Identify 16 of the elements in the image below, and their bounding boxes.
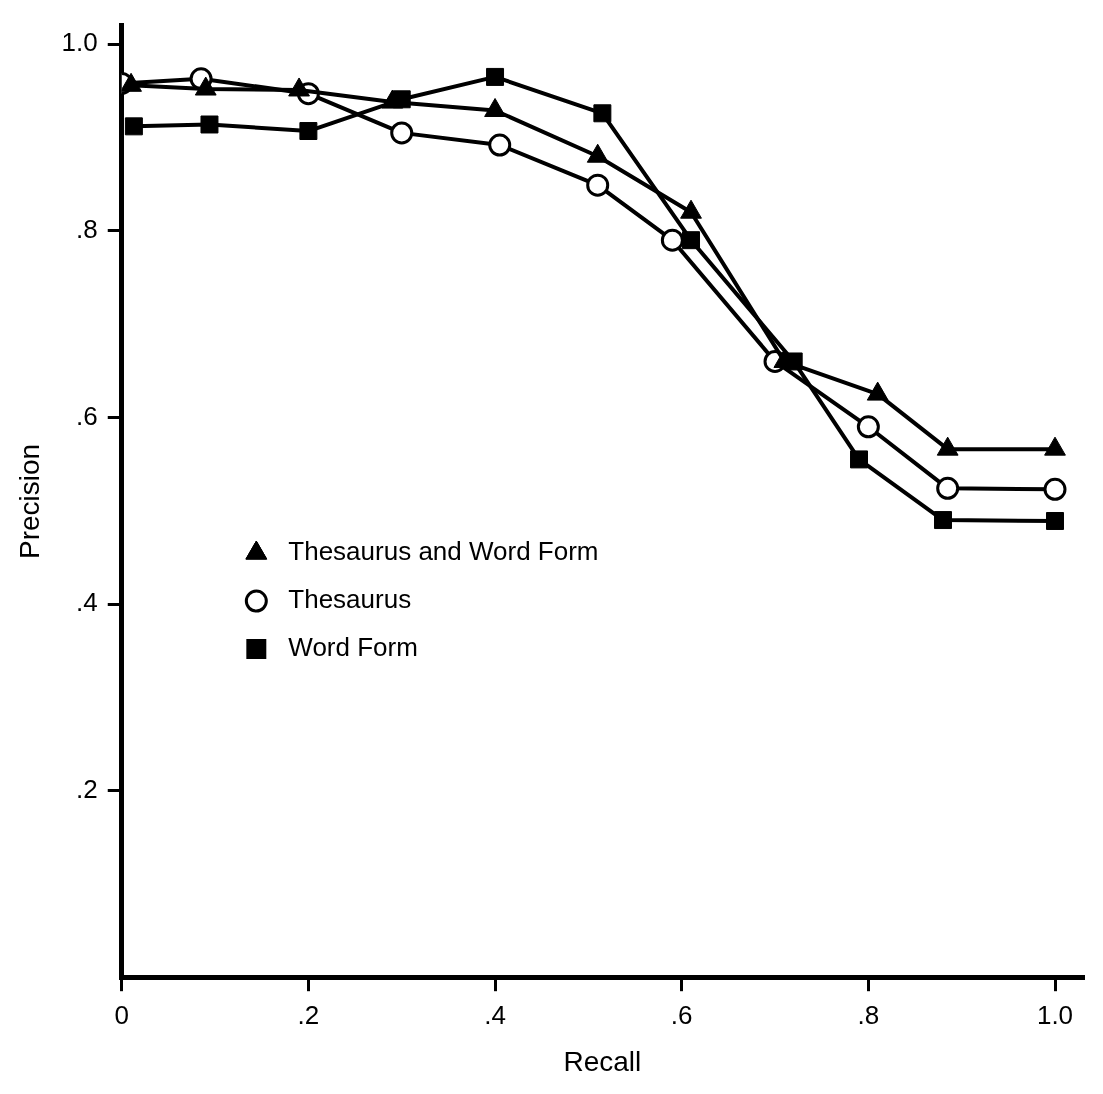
y-tick-label: .4 (76, 587, 98, 618)
x-tick-label: 1.0 (1036, 999, 1074, 1030)
legend-label: Thesaurus (288, 584, 412, 615)
x-tick-label: .8 (857, 999, 880, 1030)
y-axis-title: Precision (13, 443, 45, 559)
legend-label: Thesaurus and Word Form (288, 536, 599, 567)
y-tick-label: .2 (76, 773, 98, 804)
legend-label: Word Form (288, 632, 418, 663)
y-tick-label: .6 (76, 400, 98, 431)
x-tick-label: .4 (484, 999, 506, 1030)
x-axis-title: Recall (563, 1045, 642, 1077)
x-tick-label: .2 (297, 999, 320, 1030)
y-tick-label: .8 (76, 214, 98, 245)
x-tick-label: .6 (670, 999, 693, 1030)
y-tick-label: 1.0 (61, 27, 98, 58)
x-tick-label: 0 (114, 999, 129, 1030)
